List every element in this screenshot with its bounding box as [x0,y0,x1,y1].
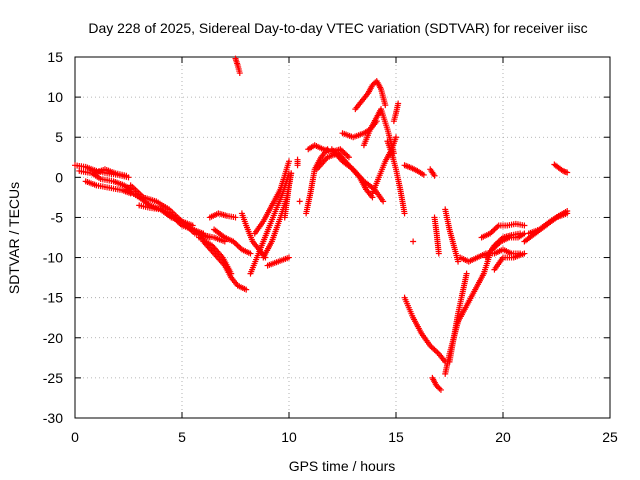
data-point [564,208,571,215]
plot-frame [74,56,611,419]
y-tick-label: -30 [43,410,63,426]
data-point [435,250,442,257]
x-tick-label: 10 [281,429,297,445]
data-point [521,222,528,229]
axis-ticks [74,56,611,419]
data-point [521,250,528,257]
y-tick-label: -5 [51,209,64,225]
data-point [382,102,389,109]
data-point [437,386,444,393]
data-point [232,214,239,221]
data-point [395,100,402,107]
data-point [431,172,438,179]
data-points [72,55,571,393]
x-tick-label: 20 [495,429,511,445]
data-point [288,170,295,177]
data-point [228,270,235,277]
y-tick-label: 5 [55,129,63,145]
y-tick-label: -20 [43,330,63,346]
data-point [243,286,250,293]
data-point [420,171,427,178]
data-point [286,254,292,261]
y-tick-labels: 15 10 5 0 -5 -10 -15 -20 -25 -30 [43,49,63,426]
x-axis-label: GPS time / hours [289,458,396,474]
data-point [296,198,303,205]
data-point [123,172,130,179]
y-tick-label: -15 [43,290,63,306]
x-tick-label: 5 [178,429,186,445]
data-point [401,210,408,217]
y-tick-label: -25 [43,370,63,386]
data-point [247,250,254,257]
data-point [455,258,462,265]
data-point [393,134,399,141]
y-axis-label: SDTVAR / TECUs [6,182,22,294]
y-tick-label: 15 [47,49,63,65]
x-tick-label: 15 [388,429,404,445]
x-tick-labels: 0 5 10 15 20 25 [71,429,618,445]
data-point [294,162,301,169]
y-tick-label: 10 [47,89,63,105]
data-point [463,270,470,277]
data-point [564,169,571,176]
y-tick-label: -10 [43,250,63,266]
data-point [286,158,292,165]
chart-title: Day 228 of 2025, Sidereal Day-to-day VTE… [88,20,587,36]
y-tick-label: 0 [55,169,63,185]
data-point [380,198,387,205]
data-point [410,238,417,245]
x-tick-label: 25 [602,429,618,445]
x-tick-label: 0 [71,429,79,445]
data-point [345,154,352,161]
data-point [236,70,243,77]
